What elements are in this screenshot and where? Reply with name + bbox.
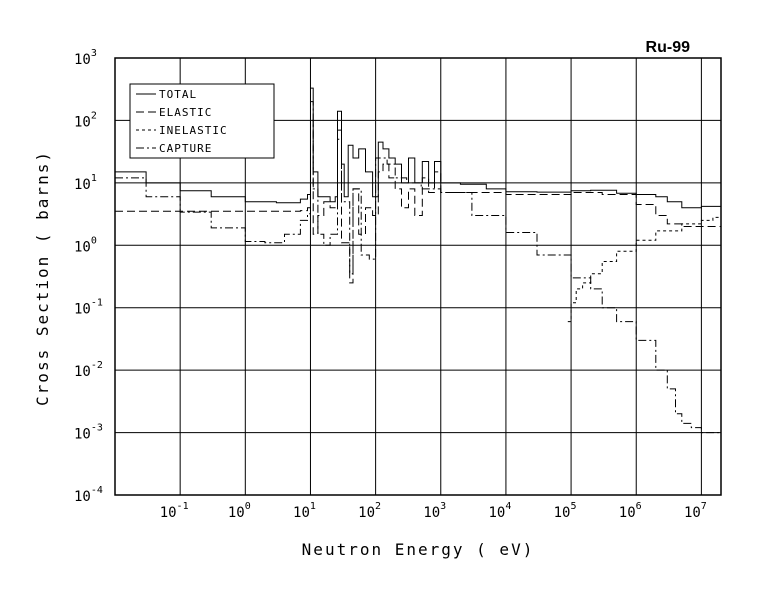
x-tick-label: 102 — [358, 501, 381, 521]
chart-title: Ru-99 — [646, 39, 691, 56]
legend-label-capture: CAPTURE — [159, 142, 212, 155]
x-tick-label: 10-1 — [160, 501, 189, 521]
plot-area — [114, 57, 722, 496]
y-tick-label: 100 — [74, 235, 97, 255]
x-tick-label: 103 — [423, 501, 446, 521]
y-tick-label: 10-2 — [74, 360, 103, 380]
y-tick-label: 10-3 — [74, 423, 103, 443]
series-lines — [115, 87, 722, 434]
legend-label-elastic: ELASTIC — [159, 106, 212, 119]
y-tick-label: 103 — [74, 48, 97, 68]
legend-label-inelastic: INELASTIC — [159, 124, 228, 137]
x-tick-label: 100 — [228, 501, 251, 521]
series-inelastic — [567, 215, 722, 323]
legend-box — [129, 83, 275, 159]
y-tick-label: 102 — [74, 110, 97, 130]
tick-labels: 10-1 100 101 102 103 104 105 106 107 103 102 101 100… — [74, 48, 707, 521]
legend: TOTAL ELASTIC INELASTIC CAPTURE — [129, 83, 275, 159]
x-tick-label: 104 — [488, 501, 511, 521]
x-tick-label: 101 — [293, 501, 316, 521]
y-tick-label: 10-4 — [74, 485, 103, 505]
x-axis-label: Neutron Energy ( eV) — [302, 540, 535, 559]
y-tick-label: 101 — [74, 173, 97, 193]
y-axis-label: Cross Section ( barns) — [33, 150, 52, 406]
x-tick-label: 106 — [619, 501, 642, 521]
y-tick-label: 10-1 — [74, 298, 103, 318]
x-tick-label: 105 — [554, 501, 577, 521]
series-capture — [115, 101, 722, 434]
legend-label-total: TOTAL — [159, 88, 197, 101]
x-tick-label: 107 — [684, 501, 707, 521]
